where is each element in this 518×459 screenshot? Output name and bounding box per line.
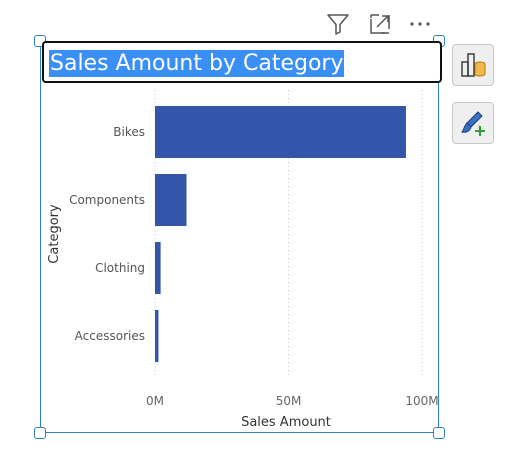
title-edit-box[interactable]: Sales Amount by Category xyxy=(42,41,442,83)
format-visual-icon xyxy=(461,111,485,136)
bar-bikes[interactable] xyxy=(155,106,406,158)
filter-icon xyxy=(327,14,349,35)
build-visual-icon xyxy=(461,53,486,77)
x-axis-title: Sales Amount xyxy=(241,415,331,430)
x-tick-labels: 0M 50M 100M xyxy=(146,394,438,408)
category-label: Accessories xyxy=(75,329,145,343)
bar-accessories[interactable] xyxy=(155,310,159,362)
format-visual-button[interactable] xyxy=(452,102,494,144)
x-tick-label: 100M xyxy=(405,394,438,408)
category-label: Components xyxy=(69,193,145,207)
more-options-icon xyxy=(410,22,430,26)
resize-handle-bottom-left[interactable] xyxy=(34,427,46,439)
category-label: Bikes xyxy=(113,125,145,139)
x-tick-label: 0M xyxy=(146,394,164,408)
more-options-button[interactable] xyxy=(406,10,434,38)
visual-title[interactable]: Sales Amount by Category xyxy=(49,50,345,77)
bars xyxy=(155,106,406,362)
build-visual-button[interactable] xyxy=(452,44,494,86)
y-axis-title: Category xyxy=(47,204,62,264)
bar-chart: Bikes Components Clothing Accessories 0M 50M… xyxy=(47,90,438,430)
x-tick-label: 50M xyxy=(276,394,302,408)
focus-mode-icon xyxy=(370,14,390,34)
resize-handle-bottom-right[interactable] xyxy=(433,427,445,439)
bar-clothing[interactable] xyxy=(155,242,161,294)
filter-button[interactable] xyxy=(324,10,352,38)
focus-mode-button[interactable] xyxy=(366,10,394,38)
bar-components[interactable] xyxy=(155,174,187,226)
visual-header-toolbar xyxy=(322,10,442,38)
category-label: Clothing xyxy=(95,261,145,275)
category-labels: Bikes Components Clothing Accessories xyxy=(69,125,145,343)
